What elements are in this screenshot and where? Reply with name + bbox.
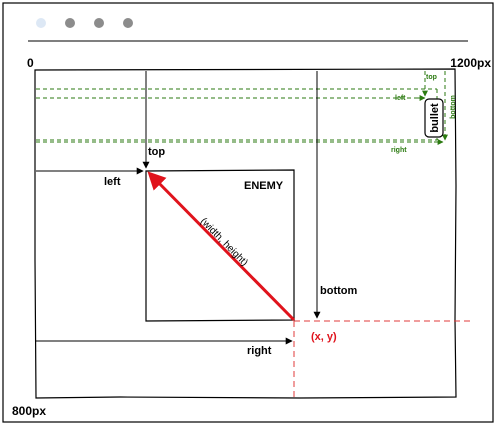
bullet-right-label: right xyxy=(391,147,407,154)
enemy-bottom-label: bottom xyxy=(320,285,357,297)
bullet-left-label: left xyxy=(395,95,406,102)
origin-label: 0 xyxy=(27,56,34,70)
window-dot-light xyxy=(36,18,46,28)
position-label: (x, y) xyxy=(311,331,337,343)
game-area xyxy=(34,68,457,399)
window-dot xyxy=(65,18,75,28)
enemy-top-label: top xyxy=(148,146,165,158)
bullet-bottom-label: bottom xyxy=(450,95,457,119)
bullet-top-label: top xyxy=(426,74,437,81)
enemy-left-label: left xyxy=(104,176,121,188)
bullet-box xyxy=(424,98,444,138)
height-label: 800px xyxy=(12,404,46,418)
enemy-right-label: right xyxy=(247,345,272,357)
window-dot xyxy=(94,18,104,28)
bullet-label: bullet xyxy=(429,103,441,133)
size-diagonal-arrow xyxy=(147,171,296,322)
enemy-label: ENEMY xyxy=(244,180,284,192)
window-dot xyxy=(123,18,133,28)
width-label: 1200px xyxy=(450,56,491,70)
